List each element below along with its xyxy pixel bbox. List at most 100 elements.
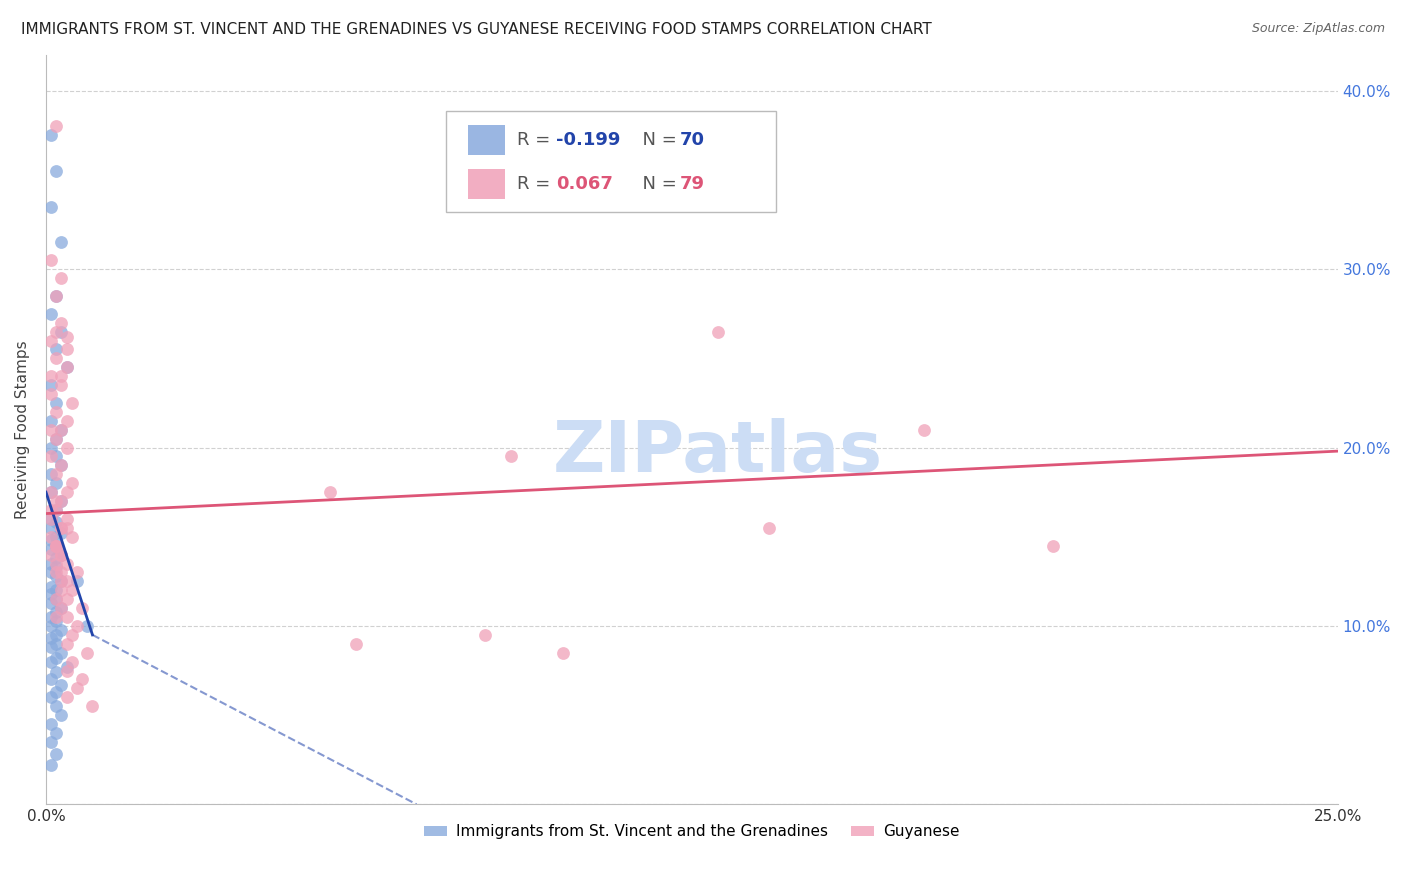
Point bbox=[51, 458, 73, 473]
Point bbox=[45, 685, 67, 699]
Point bbox=[39, 619, 62, 633]
Point bbox=[39, 485, 62, 500]
Point bbox=[45, 396, 67, 410]
Point bbox=[39, 503, 62, 517]
Point bbox=[45, 351, 67, 366]
Text: 70: 70 bbox=[681, 131, 706, 149]
Point bbox=[45, 560, 67, 574]
Point bbox=[39, 735, 62, 749]
Point bbox=[45, 592, 67, 607]
Point bbox=[39, 542, 62, 557]
Point bbox=[45, 610, 67, 624]
Text: 79: 79 bbox=[681, 176, 706, 194]
Point bbox=[499, 450, 522, 464]
Point bbox=[60, 396, 83, 410]
Point bbox=[45, 628, 67, 642]
Point bbox=[51, 458, 73, 473]
Text: 0.067: 0.067 bbox=[557, 176, 613, 194]
Point bbox=[60, 583, 83, 598]
Point bbox=[39, 334, 62, 348]
Text: R =: R = bbox=[517, 131, 557, 149]
Point bbox=[60, 655, 83, 669]
Point bbox=[51, 526, 73, 541]
Point bbox=[1042, 539, 1064, 553]
Point bbox=[51, 574, 73, 589]
Point bbox=[39, 530, 62, 544]
Point bbox=[51, 235, 73, 250]
Point bbox=[45, 539, 67, 553]
Text: N =: N = bbox=[631, 176, 682, 194]
Point bbox=[45, 605, 67, 619]
Point bbox=[51, 566, 73, 580]
Point bbox=[55, 690, 77, 705]
Point bbox=[60, 530, 83, 544]
Point bbox=[55, 592, 77, 607]
Point bbox=[39, 587, 62, 601]
Point bbox=[39, 253, 62, 268]
Point bbox=[39, 485, 62, 500]
Point bbox=[39, 512, 62, 526]
Text: Source: ZipAtlas.com: Source: ZipAtlas.com bbox=[1251, 22, 1385, 36]
Point bbox=[55, 610, 77, 624]
Point bbox=[344, 637, 367, 651]
Point bbox=[55, 414, 77, 428]
Point bbox=[39, 533, 62, 548]
Point bbox=[51, 583, 73, 598]
Point bbox=[51, 678, 73, 692]
Point bbox=[51, 369, 73, 384]
Point bbox=[51, 708, 73, 723]
Point bbox=[51, 423, 73, 437]
Point bbox=[55, 485, 77, 500]
Point bbox=[51, 623, 73, 637]
Point bbox=[51, 521, 73, 535]
Point bbox=[45, 651, 67, 665]
Point bbox=[551, 646, 574, 660]
Point bbox=[51, 548, 73, 562]
Point bbox=[45, 539, 67, 553]
Point bbox=[45, 343, 67, 357]
Point bbox=[39, 467, 62, 482]
Point bbox=[319, 485, 342, 500]
Point bbox=[51, 601, 73, 615]
Point bbox=[45, 325, 67, 339]
Point bbox=[51, 646, 73, 660]
Point bbox=[45, 494, 67, 508]
Text: -0.199: -0.199 bbox=[557, 131, 620, 149]
FancyBboxPatch shape bbox=[468, 169, 505, 199]
Point bbox=[66, 566, 89, 580]
Point bbox=[82, 699, 104, 714]
Point bbox=[45, 289, 67, 303]
Point bbox=[39, 655, 62, 669]
Point bbox=[55, 441, 77, 455]
Point bbox=[39, 580, 62, 594]
Point bbox=[66, 574, 89, 589]
Point bbox=[45, 747, 67, 762]
Point bbox=[51, 325, 73, 339]
Point bbox=[39, 378, 62, 392]
Legend: Immigrants from St. Vincent and the Grenadines, Guyanese: Immigrants from St. Vincent and the Gren… bbox=[418, 818, 966, 846]
Point bbox=[45, 405, 67, 419]
Point bbox=[51, 423, 73, 437]
Point bbox=[39, 640, 62, 655]
Point bbox=[55, 343, 77, 357]
Point bbox=[39, 610, 62, 624]
Point bbox=[45, 503, 67, 517]
Point bbox=[55, 660, 77, 674]
Point bbox=[76, 619, 98, 633]
Point bbox=[474, 628, 496, 642]
Y-axis label: Receiving Food Stamps: Receiving Food Stamps bbox=[15, 341, 30, 519]
Text: N =: N = bbox=[631, 131, 682, 149]
Point bbox=[45, 467, 67, 482]
Point bbox=[45, 289, 67, 303]
Point bbox=[45, 665, 67, 680]
Point bbox=[912, 423, 935, 437]
Point bbox=[51, 271, 73, 285]
Point bbox=[45, 539, 67, 553]
Point bbox=[45, 516, 67, 530]
Point bbox=[51, 548, 73, 562]
Point bbox=[45, 566, 67, 580]
Point bbox=[39, 632, 62, 646]
Point bbox=[45, 503, 67, 517]
Point bbox=[45, 726, 67, 740]
Point bbox=[51, 494, 73, 508]
